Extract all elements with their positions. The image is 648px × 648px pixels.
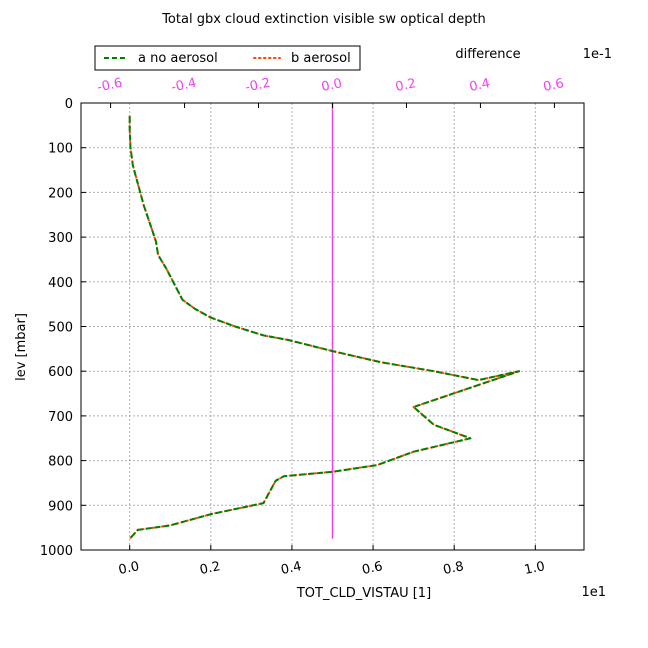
y-tick-label: 800 bbox=[48, 455, 73, 470]
legend-box bbox=[94, 45, 361, 71]
legend-label-b: b aerosol bbox=[291, 51, 351, 66]
y-tick-label: 500 bbox=[48, 321, 73, 336]
y-tick-label: 1000 bbox=[40, 544, 73, 559]
x-tick-label: 0.2 bbox=[198, 559, 221, 578]
y-tick-label: 600 bbox=[48, 365, 73, 380]
top-tick-label: -0.4 bbox=[170, 76, 198, 96]
y-tick-label: 300 bbox=[48, 231, 73, 246]
y-tick-label: 900 bbox=[48, 499, 73, 514]
y-tick-label: 0 bbox=[65, 97, 73, 112]
top-tick-label: -0.6 bbox=[96, 76, 124, 96]
y-tick-label: 100 bbox=[48, 142, 73, 157]
top-multiplier-label: 1e-1 bbox=[583, 47, 612, 62]
y-tick-label: 200 bbox=[48, 186, 73, 201]
x-tick-label: 0.0 bbox=[117, 559, 140, 578]
chart-title: Total gbx cloud extinction visible sw op… bbox=[161, 12, 486, 27]
x-ticks: 0.0 0.2 0.4 0.6 0.8 1.0 bbox=[117, 545, 546, 578]
series-layer bbox=[128, 103, 521, 540]
x-multiplier-label: 1e1 bbox=[581, 585, 606, 600]
top-tick-label: 0.6 bbox=[542, 76, 565, 95]
top-tick-label: -0.2 bbox=[244, 76, 272, 96]
y-tick-label: 400 bbox=[48, 276, 73, 291]
x-tick-label: 0.4 bbox=[280, 559, 303, 578]
x-tick-label: 0.8 bbox=[442, 559, 465, 578]
x-tick-label: 1.0 bbox=[523, 559, 546, 578]
y-tick-label: 700 bbox=[48, 410, 73, 425]
top-tick-label: 0.2 bbox=[394, 76, 417, 95]
y-ticks: 0 100 200 300 400 500 600 700 800 900 1000 bbox=[40, 97, 584, 559]
series-b-aerosol-line bbox=[128, 115, 521, 540]
y-axis-label: lev [mbar] bbox=[14, 313, 29, 381]
legend-label-a: a no aerosol bbox=[138, 51, 218, 66]
top-axis-label: difference bbox=[455, 47, 520, 62]
series-a-no-aerosol-line bbox=[128, 116, 521, 540]
top-tick-label: 0.4 bbox=[468, 76, 491, 95]
x-tick-label: 0.6 bbox=[361, 559, 384, 578]
legend: a no aerosol b aerosol bbox=[94, 45, 361, 71]
top-ticks: -0.6 -0.4 -0.2 0.0 0.2 0.4 0.6 bbox=[96, 76, 565, 108]
x-axis-label: TOT_CLD_VISTAU [1] bbox=[296, 586, 431, 601]
top-tick-label: 0.0 bbox=[320, 76, 343, 95]
